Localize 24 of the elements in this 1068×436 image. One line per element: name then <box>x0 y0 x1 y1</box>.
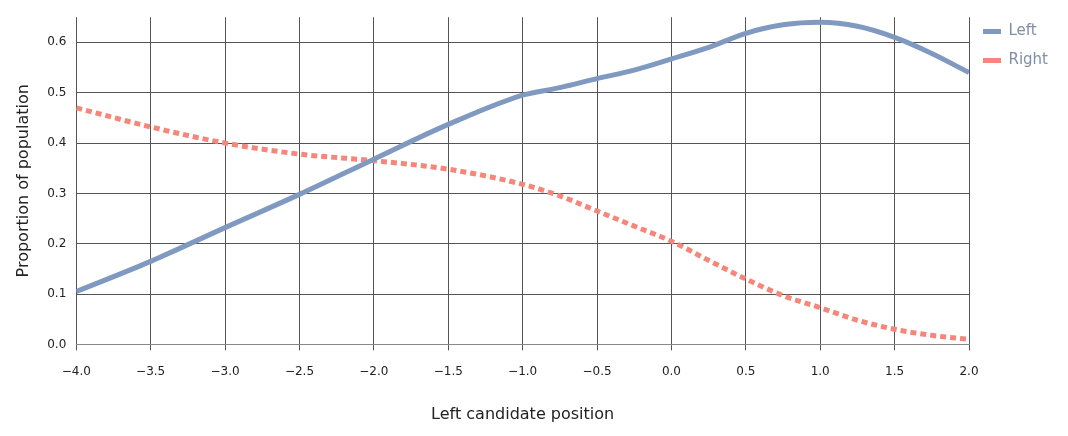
x-tick-label: 1.5 <box>885 363 905 378</box>
y-tick-label: 0.0 <box>47 336 67 351</box>
y-tick-label: 0.4 <box>47 135 67 150</box>
x-tick-label: −0.5 <box>582 363 612 378</box>
x-tick-label: −2.0 <box>359 363 389 378</box>
x-tick-label: −1.0 <box>508 363 538 378</box>
x-tick-label: −4.0 <box>61 363 91 378</box>
y-tick-label: 0.6 <box>47 34 67 49</box>
legend-label: Right <box>1008 50 1049 69</box>
y-tick-label: 0.5 <box>47 84 67 99</box>
x-tick-label: −3.5 <box>136 363 166 378</box>
x-tick-label: −2.5 <box>284 363 315 378</box>
y-tick-label: 0.2 <box>47 235 67 250</box>
x-tick-label: 2.0 <box>959 363 979 378</box>
x-tick-label: −1.5 <box>433 363 463 378</box>
y-tick-label: 0.1 <box>47 286 67 301</box>
y-axis-title: Proportion of population <box>12 84 32 278</box>
x-tick-label: 0.5 <box>736 363 756 378</box>
x-tick-label: −3.0 <box>210 363 240 378</box>
x-tick-label: 0.0 <box>661 363 681 378</box>
x-tick-label: 1.0 <box>810 363 830 378</box>
legend-label: Left <box>1008 21 1037 40</box>
y-tick-label: 0.3 <box>47 185 67 200</box>
x-axis-title: Left candidate position <box>431 403 615 423</box>
